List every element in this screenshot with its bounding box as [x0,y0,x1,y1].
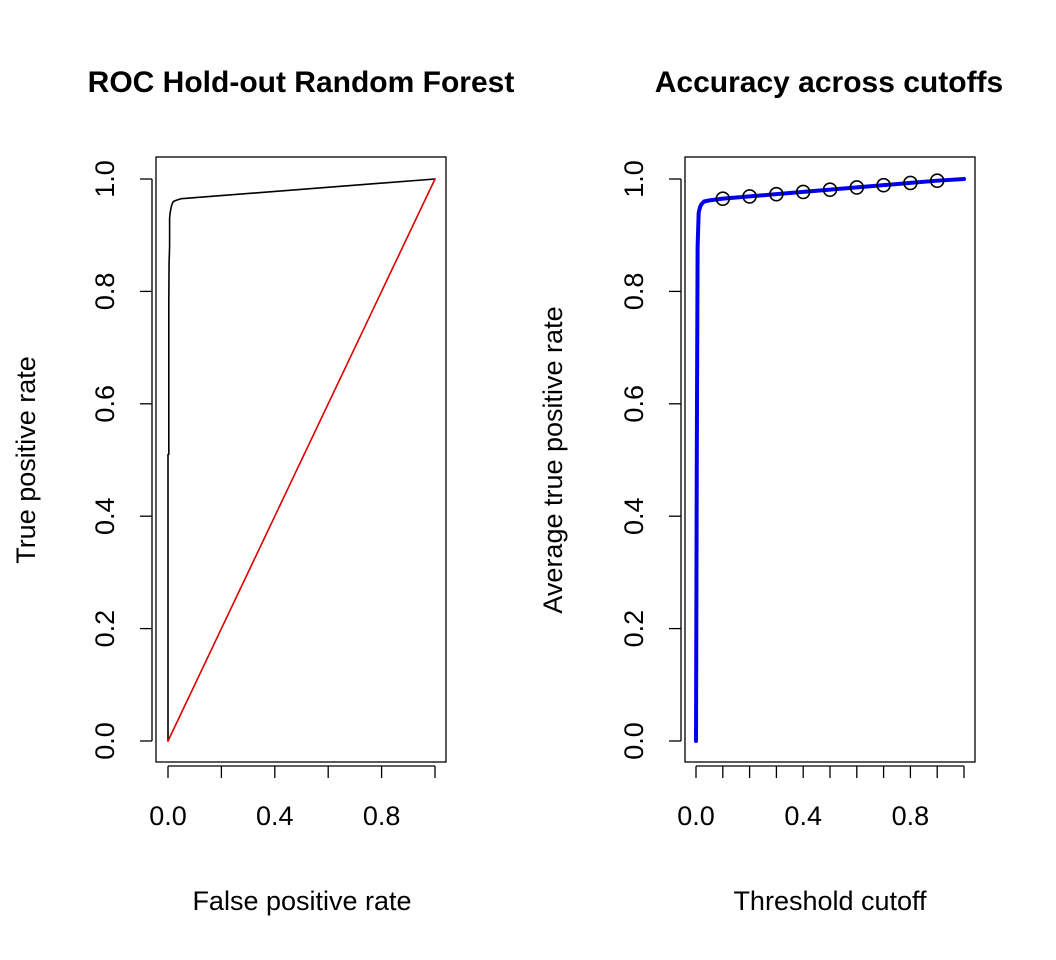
cutoff-title: Accuracy across cutoffs [655,66,1004,99]
roc-plot-frame [155,156,447,763]
cutoff-y-tick-label-0: 0.0 [619,722,649,760]
cutoff-point-7 [903,175,918,191]
cutoff-x-tick-label-0: 0.0 [677,801,715,831]
roc-series-line-0 [167,178,436,742]
roc-y-tick-label-1: 0.2 [90,610,120,648]
roc-panel: ROC Hold-out Random Forest 0.0 0.4 0.8 0.0… [11,66,514,916]
roc-y-tick-label-2: 0.4 [90,497,120,535]
roc-x-tick-label-4: 0.8 [363,801,401,831]
roc-x-tick-label-2: 0.4 [256,801,294,831]
roc-series-layer [167,178,436,742]
roc-x-tick-label-0: 0.0 [149,801,187,831]
cutoff-series-line-0 [694,177,966,743]
cutoff-point-2 [769,186,784,202]
roc-y-axis: 0.0 0.2 0.4 0.6 0.8 1.0 [90,160,153,760]
cutoff-x-tick-label-8: 0.8 [892,801,930,831]
cutoff-point-6 [876,177,891,193]
cutoff-point-1 [742,189,757,204]
roc-x-axis: 0.0 0.4 0.8 [149,765,436,831]
roc-title: ROC Hold-out Random Forest [88,66,515,99]
cutoff-series-layer [694,177,966,743]
cutoff-points-layer [715,173,945,206]
roc-series-line-1 [167,178,436,742]
cutoff-y-axis: 0.0 0.2 0.4 0.6 0.8 1.0 [619,160,682,760]
cutoff-y-tick-label-2: 0.4 [619,497,649,535]
roc-y-tick-label-3: 0.6 [90,385,120,423]
cutoff-panel: Accuracy across cutoffs 0.0 0.4 0.8 0.0 0.2… [538,66,1003,916]
roc-y-tick-label-0: 0.0 [90,722,120,760]
cutoff-point-0 [715,191,731,206]
cutoff-x-axis-label: Threshold cutoff [733,886,927,916]
cutoff-x-axis: 0.0 0.4 0.8 [677,765,965,831]
roc-y-axis-label: True positive rate [11,356,41,564]
cutoff-y-tick-label-5: 1.0 [619,160,649,198]
cutoff-y-tick-label-1: 0.2 [619,610,649,648]
cutoff-point-5 [849,180,865,195]
cutoff-point-8 [929,173,945,188]
cutoff-point-3 [795,184,811,200]
cutoff-y-tick-label-3: 0.6 [619,385,649,423]
cutoff-x-tick-label-4: 0.4 [784,801,822,831]
cutoff-y-axis-label: Average true positive rate [538,306,568,613]
roc-x-axis-label: False positive rate [192,886,411,916]
roc-y-tick-label-4: 0.8 [90,273,120,311]
cutoff-plot-frame [684,156,976,763]
roc-y-tick-label-5: 1.0 [90,160,120,198]
cutoff-y-tick-label-4: 0.8 [619,273,649,311]
cutoff-point-4 [822,182,838,197]
